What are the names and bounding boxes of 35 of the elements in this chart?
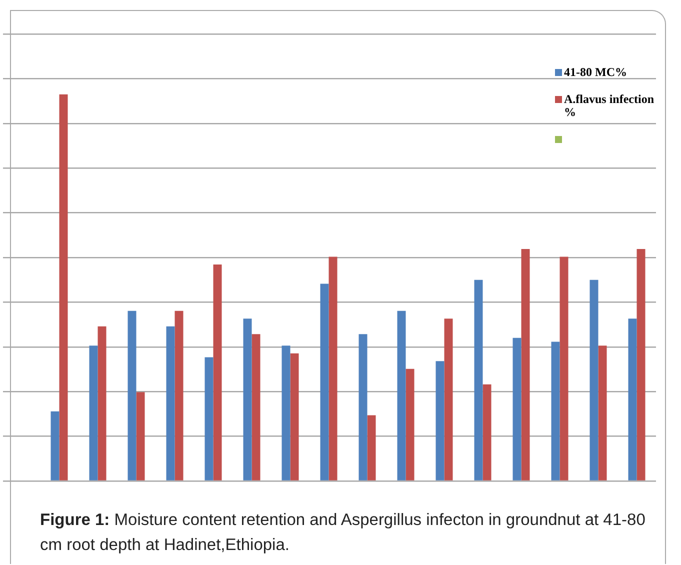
bar	[367, 415, 376, 480]
bar	[174, 310, 184, 480]
bar	[628, 318, 637, 480]
bar	[636, 248, 646, 480]
bar	[512, 338, 522, 480]
bar	[406, 368, 414, 480]
bar	[482, 384, 492, 480]
bar	[521, 248, 530, 480]
bar	[436, 361, 444, 480]
bar	[50, 411, 60, 480]
bar	[358, 334, 368, 480]
bar	[560, 256, 568, 480]
bar	[128, 310, 136, 480]
bar	[320, 284, 329, 480]
bar	[252, 334, 260, 480]
bar	[444, 318, 453, 480]
bar	[474, 280, 483, 480]
bar	[282, 346, 290, 480]
bar	[136, 392, 145, 480]
bar	[551, 342, 560, 480]
caption: Figure 1: Moisture content retention and Aspergillus infecton in groundnut at 41-80 cm root depth at Hadinet,Ethiopia.	[40, 510, 646, 556]
bar	[598, 346, 607, 480]
bar	[59, 94, 68, 480]
bar	[166, 326, 175, 480]
legend-label: A.flavus infection %	[564, 92, 655, 119]
bar	[290, 353, 299, 480]
bar	[213, 264, 222, 480]
bar	[328, 256, 338, 480]
bar	[243, 318, 252, 480]
bar	[590, 280, 598, 480]
legend-label: 41-80 MC%	[564, 65, 627, 79]
bar	[204, 357, 214, 480]
bar	[89, 346, 98, 480]
bar	[98, 326, 106, 480]
bar	[397, 310, 406, 480]
